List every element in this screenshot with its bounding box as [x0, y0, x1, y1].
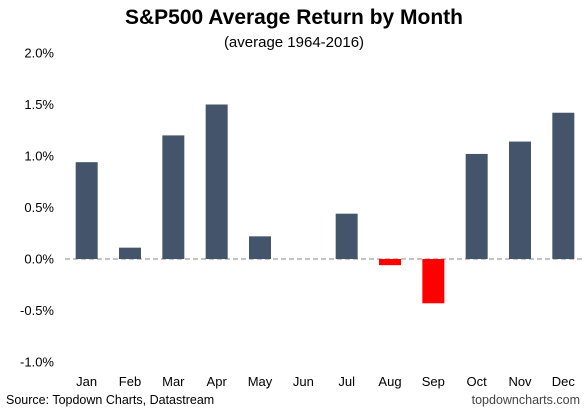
x-tick-label: Sep [422, 374, 445, 389]
y-tick-label: 2.0% [24, 46, 54, 61]
bar-apr [205, 104, 228, 259]
x-tick-label: Jul [338, 374, 355, 389]
bar-feb [119, 247, 141, 259]
x-tick-label: Oct [467, 374, 488, 389]
bar-mar [162, 135, 185, 259]
x-tick-label: Dec [552, 374, 576, 389]
y-tick-label: 1.0% [24, 149, 54, 164]
y-tick-label: 0.5% [24, 200, 54, 215]
y-tick-label: 1.5% [24, 97, 54, 112]
bar-oct [465, 153, 488, 259]
x-tick-label: Aug [378, 374, 401, 389]
x-tick-label: Feb [119, 374, 141, 389]
bar-dec [552, 112, 575, 260]
bar-sep [422, 259, 445, 304]
bar-jan [75, 162, 98, 259]
chart-title: S&P500 Average Return by Month [124, 6, 464, 29]
bar-jul [335, 213, 358, 259]
bar-may [249, 236, 271, 259]
x-tick-label: Apr [207, 374, 228, 389]
bar-aug [379, 259, 401, 266]
chart-subtitle: (average 1964-2016) [223, 34, 365, 51]
source-note: Source: Topdown Charts, Datastream [6, 393, 215, 407]
bars [75, 104, 575, 304]
y-tick-label: -0.5% [20, 303, 54, 318]
x-tick-label: Jan [76, 374, 97, 389]
bar-nov [509, 141, 531, 259]
x-tick-label: Mar [162, 374, 185, 389]
y-tick-label: -1.0% [20, 355, 54, 370]
y-tick-label: 0.0% [24, 252, 54, 267]
x-tick-label: Nov [508, 374, 532, 389]
x-axis: Jan Feb Mar Apr May Jun Jul Aug Sep Oct Nov Dec [76, 374, 575, 389]
x-tick-label: Jun [293, 374, 314, 389]
y-axis: 2.0% 1.5% 1.0% 0.5% 0.0% -0.5% -1.0% [20, 46, 54, 370]
brand-note: topdowncharts.com [471, 393, 580, 407]
x-tick-label: May [248, 374, 273, 389]
